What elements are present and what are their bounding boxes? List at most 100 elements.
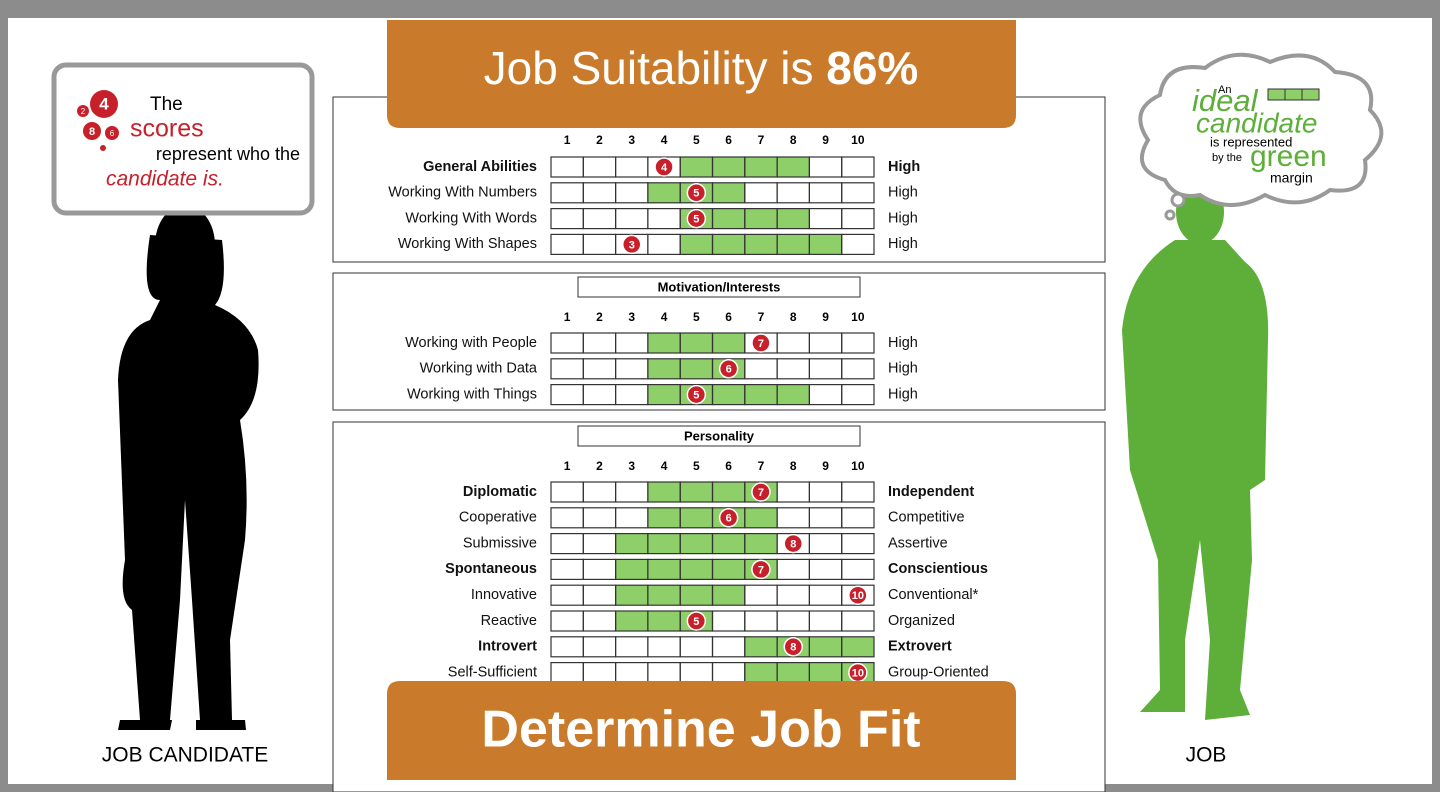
job-label: JOB: [1186, 744, 1227, 767]
score-text: 8: [790, 539, 796, 551]
column-label: 9: [822, 459, 829, 473]
column-label: 5: [693, 133, 700, 147]
row-left-label: General Abilities: [423, 159, 537, 175]
title-text: Job Suitability is: [484, 42, 827, 94]
cloud-text: margin: [1270, 170, 1313, 186]
score-text: 7: [758, 487, 764, 499]
box-text: represent who the: [156, 144, 300, 164]
column-label: 10: [851, 133, 865, 147]
column-label: 2: [596, 459, 603, 473]
column-label: 8: [790, 310, 797, 324]
cloud-dot: [1166, 211, 1174, 219]
row-right-label: Group-Oriented: [888, 664, 989, 680]
bubble-text: 2: [81, 107, 86, 116]
title-value: 86%: [826, 42, 918, 94]
row-left-label: Working With Shapes: [398, 236, 537, 252]
section-heading: Motivation/Interests: [658, 279, 781, 294]
row-right-label: Organized: [888, 613, 955, 629]
row-right-label: High: [888, 210, 918, 226]
row-left-label: Reactive: [481, 613, 537, 629]
green-margin-icon: [1268, 89, 1319, 100]
candidate-label: JOB CANDIDATE: [102, 744, 268, 767]
row-left-label: Working With Numbers: [388, 185, 537, 201]
row-left-label: Working With Words: [405, 210, 537, 226]
row-left-label: Self-Sufficient: [448, 664, 537, 680]
column-label: 5: [693, 459, 700, 473]
score-text: 5: [693, 390, 699, 402]
column-label: 1: [564, 459, 571, 473]
row-left-label: Innovative: [471, 587, 537, 603]
column-label: 10: [851, 310, 865, 324]
score-text: 4: [661, 162, 668, 174]
row-right-label: Conventional*: [888, 587, 979, 603]
column-label: 2: [596, 133, 603, 147]
bubble-text: 6: [110, 129, 115, 138]
infographic: An ideal candidate is represented by the…: [0, 0, 1440, 792]
green-margin: [680, 234, 842, 254]
row-right-label: Assertive: [888, 535, 948, 551]
column-label: 6: [725, 133, 732, 147]
row-left-label: Diplomatic: [463, 484, 537, 500]
score-text: 5: [693, 616, 699, 628]
fit-button-text[interactable]: Determine Job Fit: [481, 701, 920, 759]
column-label: 4: [661, 133, 668, 147]
column-label: 10: [851, 459, 865, 473]
section-heading: Personality: [684, 428, 755, 443]
cloud-text: by the: [1212, 152, 1242, 164]
score-text: 6: [726, 364, 732, 376]
score-text: 3: [629, 239, 635, 251]
row-left-label: Working with Things: [407, 386, 537, 402]
bubble-text: 4: [99, 94, 109, 113]
column-label: 8: [790, 459, 797, 473]
row-left-label: Submissive: [463, 535, 537, 551]
row-left-label: Spontaneous: [445, 561, 537, 577]
row-right-label: High: [888, 361, 918, 377]
column-label: 3: [628, 133, 635, 147]
row-right-label: High: [888, 159, 920, 175]
column-label: 1: [564, 133, 571, 147]
row-right-label: Competitive: [888, 510, 965, 526]
column-label: 3: [628, 459, 635, 473]
score-text: 5: [693, 214, 699, 226]
column-label: 7: [758, 133, 765, 147]
column-label: 7: [758, 459, 765, 473]
green-margin: [648, 385, 810, 405]
score-text: 8: [790, 642, 796, 654]
score-text: 6: [726, 513, 732, 525]
cloud-dot: [1172, 194, 1184, 206]
cloud-text: green: [1250, 140, 1327, 173]
row-right-label: Extrovert: [888, 639, 952, 655]
row-right-label: High: [888, 236, 918, 252]
box-text: candidate is.: [106, 168, 224, 191]
column-label: 2: [596, 310, 603, 324]
row-left-label: Working with People: [405, 335, 537, 351]
column-label: 9: [822, 310, 829, 324]
column-label: 4: [661, 310, 668, 324]
score-text: 10: [852, 668, 864, 680]
score-text: 7: [758, 564, 764, 576]
score-text: 5: [693, 188, 699, 200]
column-label: 4: [661, 459, 668, 473]
column-label: 3: [628, 310, 635, 324]
row-left-label: Working with Data: [420, 361, 538, 377]
row-right-label: High: [888, 386, 918, 402]
row-right-label: Conscientious: [888, 561, 988, 577]
column-label: 6: [725, 310, 732, 324]
title: Job Suitability is 86%: [484, 42, 919, 94]
column-label: 9: [822, 133, 829, 147]
score-text: 10: [852, 590, 864, 602]
bubble-text: 8: [89, 126, 95, 138]
green-margin: [616, 534, 778, 554]
row-left-label: Cooperative: [459, 510, 537, 526]
column-label: 5: [693, 310, 700, 324]
score-text: 7: [758, 338, 764, 350]
row-left-label: Introvert: [478, 639, 537, 655]
column-label: 8: [790, 133, 797, 147]
row-right-label: High: [888, 335, 918, 351]
box-text: scores: [130, 115, 204, 143]
row-right-label: Independent: [888, 484, 974, 500]
green-margin: [648, 333, 745, 353]
column-label: 7: [758, 310, 765, 324]
column-label: 6: [725, 459, 732, 473]
row-right-label: High: [888, 185, 918, 201]
